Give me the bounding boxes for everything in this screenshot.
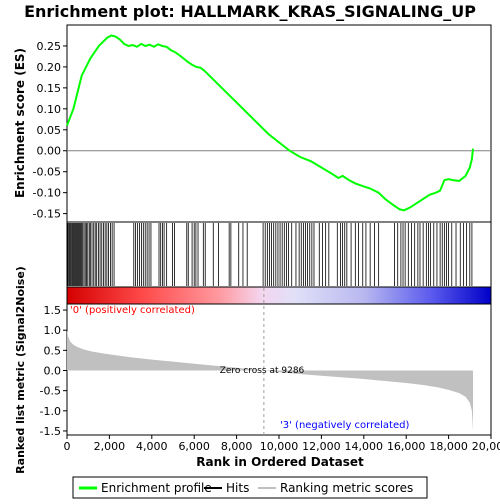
es-tick-label: -0.05 bbox=[33, 166, 61, 179]
x-tick-label: 8,000 bbox=[221, 440, 253, 453]
legend-label-hits: Hits bbox=[226, 481, 249, 495]
metric-tick-label: 1.5 bbox=[44, 304, 62, 317]
x-tick-label: 20,000 bbox=[472, 440, 500, 453]
metric-tick-label: 0.0 bbox=[44, 365, 62, 378]
metric-tick-label: 1.0 bbox=[44, 324, 62, 337]
es-tick-label: 0.00 bbox=[37, 145, 62, 158]
es-tick-label: 0.10 bbox=[37, 103, 62, 116]
legend: Enrichment profile Hits Ranking metric s… bbox=[73, 477, 427, 498]
es-tick-label: -0.15 bbox=[33, 208, 61, 221]
negative-label: '3' (negatively correlated) bbox=[280, 420, 409, 431]
es-tick-label: 0.20 bbox=[37, 61, 62, 74]
hits-panel-frame bbox=[67, 222, 491, 287]
legend-label-enrichment: Enrichment profile bbox=[101, 481, 212, 495]
chart-title: Enrichment plot: HALLMARK_KRAS_SIGNALING… bbox=[24, 2, 476, 21]
x-tick-label: 12,000 bbox=[302, 440, 341, 453]
es-axis-label: Enrichment score (ES) bbox=[13, 48, 27, 198]
metric-tick-label: -0.5 bbox=[40, 385, 61, 398]
x-tick-label: 0 bbox=[64, 440, 71, 453]
rank-color-band-rect bbox=[67, 287, 491, 304]
metric-tick-label: -1.5 bbox=[40, 425, 61, 438]
metric-tick-label: -1.0 bbox=[40, 405, 61, 418]
hits-panel bbox=[67, 222, 491, 287]
x-tick-label: 14,000 bbox=[345, 440, 384, 453]
legend-label-ranking: Ranking metric scores bbox=[280, 481, 413, 495]
metric-tick-label: 0.5 bbox=[44, 344, 62, 357]
x-tick-label: 10,000 bbox=[260, 440, 299, 453]
es-tick-label: 0.15 bbox=[37, 82, 62, 95]
x-tick-label: 4,000 bbox=[136, 440, 168, 453]
zero-cross-label: Zero cross at 9286 bbox=[220, 366, 305, 376]
rank-color-band bbox=[67, 287, 491, 304]
positive-label: '0' (positively correlated) bbox=[70, 305, 195, 316]
x-tick-label: 16,000 bbox=[387, 440, 426, 453]
x-axis-label: Rank in Ordered Dataset bbox=[196, 455, 364, 469]
es-tick-label: 0.05 bbox=[37, 124, 62, 137]
es-tick-label: -0.10 bbox=[33, 187, 61, 200]
x-tick-label: 2,000 bbox=[94, 440, 126, 453]
x-tick-label: 18,000 bbox=[429, 440, 468, 453]
x-tick-label: 6,000 bbox=[178, 440, 210, 453]
metric-axis-label: Ranked list metric (Signal2Noise) bbox=[14, 266, 27, 474]
es-tick-label: 0.25 bbox=[37, 40, 62, 53]
